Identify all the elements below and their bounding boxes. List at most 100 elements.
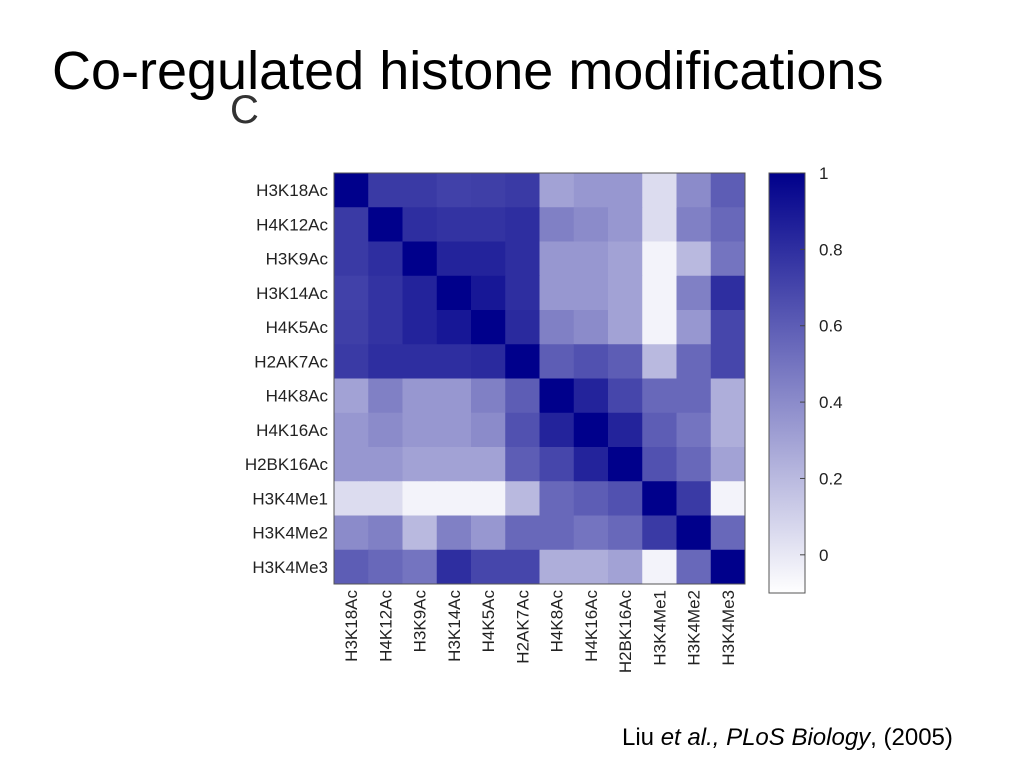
column-label: H3K4Me2	[685, 590, 704, 666]
colorbar-tick-label: 1	[819, 164, 828, 183]
heatmap-cell	[436, 207, 472, 242]
heatmap-border	[333, 172, 746, 585]
heatmap-cell	[334, 173, 369, 208]
heatmap-cell	[676, 412, 712, 448]
heatmap-cell	[676, 207, 712, 242]
heatmap-cell	[368, 447, 403, 482]
heatmap-cell	[505, 412, 540, 448]
heatmap-cell	[573, 378, 609, 414]
heatmap-cell	[368, 412, 403, 448]
heatmap-cell	[573, 481, 609, 516]
heatmap-cell	[436, 447, 472, 482]
heatmap-cell	[368, 173, 403, 208]
heatmap-cell	[676, 481, 712, 516]
heatmap-cell	[642, 447, 677, 482]
heatmap-cell	[710, 447, 746, 482]
heatmap-cell	[539, 344, 575, 379]
heatmap-cell	[436, 378, 472, 414]
heatmap-cell	[368, 549, 403, 585]
heatmap-cell	[368, 515, 403, 551]
row-label: H4K8Ac	[266, 387, 329, 406]
heatmap-cell	[368, 275, 403, 311]
column-labels: H3K18Ac H4K12Ac H3K9Ac H3K14Ac H4K5Ac H2AK7Ac…	[342, 590, 738, 674]
heatmap-cell	[505, 344, 540, 379]
colorbar-tick-label: 0.4	[819, 393, 843, 412]
heatmap-cell	[471, 549, 506, 585]
heatmap-cell	[539, 412, 575, 448]
heatmap-cell	[402, 549, 438, 585]
heatmap-cell	[642, 412, 677, 448]
heatmap-cell	[402, 378, 438, 414]
heatmap-cell	[710, 549, 746, 585]
heatmap-cell	[608, 447, 643, 482]
heatmap-cell	[573, 275, 609, 311]
row-label: H4K12Ac	[256, 215, 328, 234]
heatmap-cell	[710, 515, 746, 551]
heatmap-cell	[710, 412, 746, 448]
heatmap-cell	[334, 515, 369, 551]
citation-journal: et al., PLoS Biology	[660, 724, 871, 751]
heatmap-cell	[539, 515, 575, 551]
heatmap-cell	[608, 310, 643, 345]
heatmap-cell	[402, 344, 438, 379]
heatmap-cell	[573, 515, 609, 551]
heatmap-cell	[573, 549, 609, 585]
heatmap-cell	[368, 378, 403, 414]
heatmap-cell	[334, 344, 369, 379]
row-label: H3K18Ac	[256, 181, 328, 200]
heatmap-cell	[471, 173, 506, 208]
column-label: H3K9Ac	[411, 590, 430, 653]
heatmap-cell	[505, 378, 540, 414]
row-label: H2BK16Ac	[245, 455, 329, 474]
slide-title: Co-regulated histone modifications	[52, 41, 884, 101]
heatmap-cell	[676, 515, 712, 551]
heatmap-cell	[642, 310, 677, 345]
heatmap-cell	[539, 173, 575, 208]
heatmap-cell	[368, 241, 403, 277]
heatmap-cell	[436, 412, 472, 448]
heatmap-cell	[539, 549, 575, 585]
heatmap-cell	[608, 481, 643, 516]
heatmap-cell	[608, 412, 643, 448]
heatmap-cell	[710, 275, 746, 311]
heatmap-cell	[676, 447, 712, 482]
heatmap-cell	[471, 378, 506, 414]
heatmap-cell	[676, 549, 712, 585]
heatmap-cell	[471, 481, 506, 516]
heatmap-cell	[710, 207, 746, 242]
heatmap-cell	[573, 173, 609, 208]
heatmap-cell	[505, 481, 540, 516]
heatmap-cell	[642, 275, 677, 311]
heatmap-cell	[471, 207, 506, 242]
heatmap-cell	[436, 173, 472, 208]
heatmap-cell	[608, 241, 643, 277]
heatmap-cell	[505, 310, 540, 345]
heatmap-cell	[436, 241, 472, 277]
heatmap-cell	[471, 515, 506, 551]
heatmap-cell	[334, 378, 369, 414]
column-label: H3K18Ac	[342, 590, 361, 662]
column-label: H4K8Ac	[548, 590, 567, 653]
heatmap-cell	[334, 207, 369, 242]
heatmap-cell	[608, 173, 643, 208]
colorbar: 1 0.8 0.6 0.4 0.2 0	[768, 164, 843, 594]
heatmap-cell	[334, 412, 369, 448]
panel-label: C	[230, 88, 259, 132]
heatmap-cell	[608, 275, 643, 311]
colorbar-tick-label: 0	[819, 546, 828, 565]
heatmap-cell	[436, 310, 472, 345]
heatmap-cell	[471, 241, 506, 277]
heatmap-cell	[539, 241, 575, 277]
colorbar-tick-label: 0.2	[819, 469, 843, 488]
heatmap-cell	[471, 447, 506, 482]
heatmap-cell	[710, 173, 746, 208]
heatmap-cell	[573, 310, 609, 345]
heatmap-cell	[573, 447, 609, 482]
citation: Liu et al., PLoS Biology, (2005)	[622, 724, 953, 752]
heatmap-cell	[710, 481, 746, 516]
heatmap-cell	[505, 241, 540, 277]
heatmap-cell	[642, 549, 677, 585]
heatmap-cell	[505, 549, 540, 585]
heatmap-cell	[676, 310, 712, 345]
